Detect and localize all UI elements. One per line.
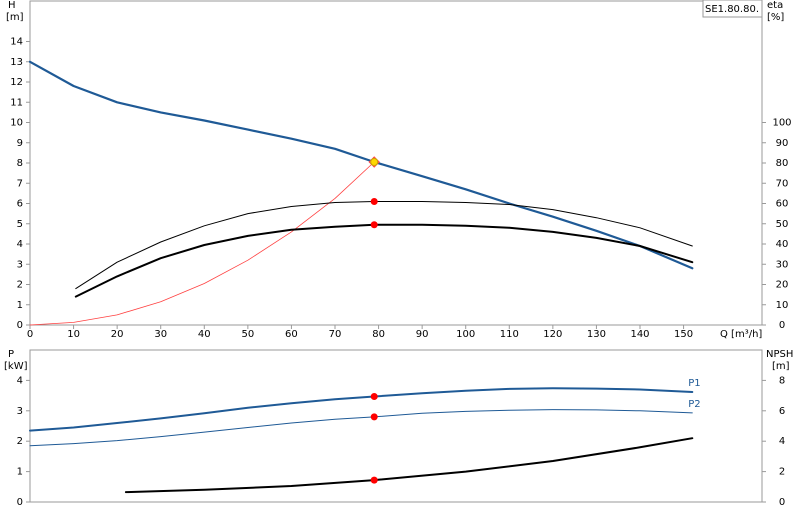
x-tick-label: 40 <box>198 329 211 340</box>
y2-tick-label: 50 <box>776 219 789 230</box>
y2-tick-label: 0 <box>779 497 785 508</box>
duty-point <box>370 221 378 229</box>
y2-unit: [m] <box>772 361 790 372</box>
y2-tick-label: 90 <box>776 138 789 149</box>
curve <box>29 409 693 447</box>
y-tick-label: 13 <box>10 57 23 68</box>
x-tick-label: 0 <box>27 329 33 340</box>
y-label: P <box>8 349 14 360</box>
x-tick-label: 70 <box>329 329 342 340</box>
series-label: P2 <box>688 399 700 410</box>
x-tick-label: 90 <box>416 329 429 340</box>
series-label: P1 <box>688 378 700 389</box>
x-tick-label: 30 <box>154 329 167 340</box>
y-tick-label: 1 <box>17 300 23 311</box>
duty-point <box>370 197 378 205</box>
y-tick-label: 6 <box>17 199 23 210</box>
y-tick-label: 3 <box>17 406 23 417</box>
y-tick-label: 1 <box>17 467 23 478</box>
y2-unit: [%] <box>767 12 784 23</box>
y2-tick-label: 60 <box>776 199 789 210</box>
y-tick-label: 10 <box>10 118 23 129</box>
x-tick-label: 120 <box>543 329 562 340</box>
y2-tick-label: 2 <box>779 467 785 478</box>
x-tick-label: 130 <box>587 329 606 340</box>
x-tick-label: 80 <box>372 329 385 340</box>
x-tick-label: 150 <box>674 329 693 340</box>
duty-point <box>370 413 378 421</box>
duty-point <box>370 157 379 166</box>
y2-label: NPSH <box>766 349 793 360</box>
y-tick-label: 0 <box>17 320 23 331</box>
y2-tick-label: 70 <box>776 178 789 189</box>
x-tick-label: 50 <box>241 329 254 340</box>
duty-point <box>370 476 378 484</box>
product-label-box <box>702 0 763 18</box>
y2-label: eta <box>767 0 783 11</box>
curve <box>28 60 694 270</box>
bottom-plot-frame <box>29 349 763 503</box>
curve <box>29 161 375 326</box>
x-tick-label: 60 <box>285 329 298 340</box>
y2-tick-label: 100 <box>772 118 791 129</box>
y2-tick-label: 40 <box>776 239 789 250</box>
y-label: H <box>8 0 16 11</box>
y-tick-label: 4 <box>17 239 23 250</box>
y-tick-label: 9 <box>17 138 23 149</box>
x-tick-label: 20 <box>111 329 124 340</box>
y-tick-label: 5 <box>17 219 23 230</box>
x-tick-label: 100 <box>456 329 475 340</box>
curve <box>124 437 694 494</box>
y-tick-label: 12 <box>10 77 23 88</box>
y-unit: [kW] <box>4 361 28 372</box>
y2-tick-label: 30 <box>776 259 789 270</box>
top-plot-frame <box>29 0 763 326</box>
y-tick-label: 7 <box>17 178 23 189</box>
y-tick-label: 2 <box>17 436 23 447</box>
duty-point <box>370 393 378 401</box>
y2-tick-label: 8 <box>779 375 785 386</box>
y2-tick-label: 20 <box>776 280 789 291</box>
y-tick-label: 14 <box>10 37 23 48</box>
y-tick-label: 8 <box>17 158 23 169</box>
y-tick-label: 3 <box>17 259 23 270</box>
y2-tick-label: 0 <box>779 320 785 331</box>
y2-tick-label: 10 <box>776 300 789 311</box>
y2-tick-label: 80 <box>776 158 789 169</box>
y-tick-label: 11 <box>10 97 23 108</box>
x-label: Q [m³/h] <box>720 329 762 340</box>
y-tick-label: 2 <box>17 280 23 291</box>
y2-tick-label: 6 <box>779 406 785 417</box>
curve <box>29 387 694 432</box>
x-tick-label: 10 <box>67 329 80 340</box>
product-label: SE1.80.80. <box>705 4 759 15</box>
y-tick-label: 4 <box>17 375 23 386</box>
y-unit: [m] <box>6 12 24 23</box>
y2-tick-label: 4 <box>779 436 785 447</box>
x-tick-label: 110 <box>500 329 519 340</box>
x-tick-label: 140 <box>630 329 649 340</box>
y-tick-label: 0 <box>17 497 23 508</box>
